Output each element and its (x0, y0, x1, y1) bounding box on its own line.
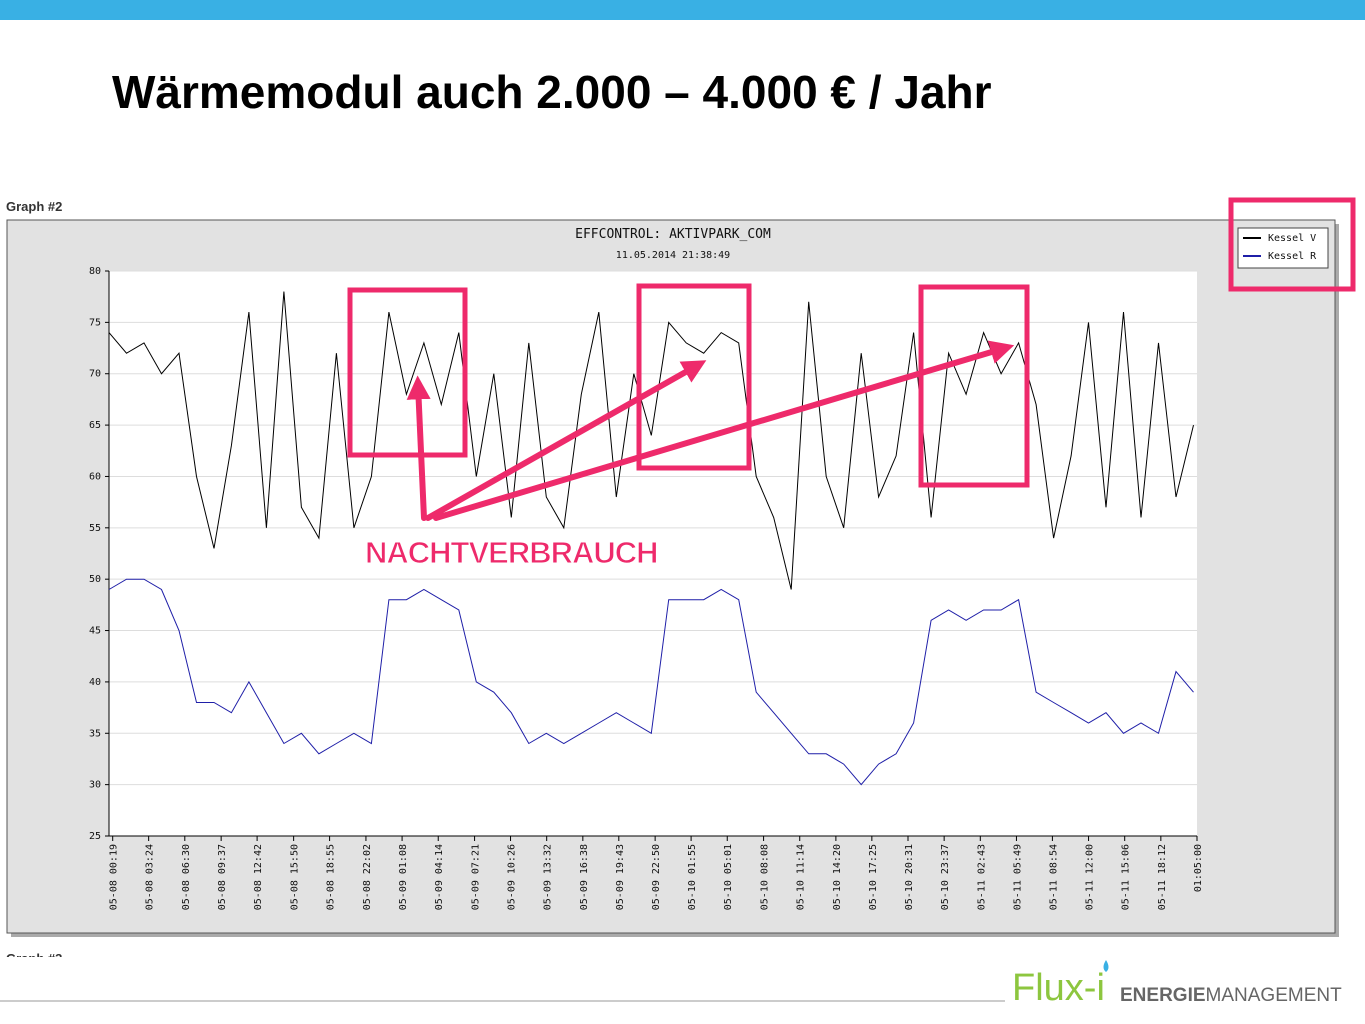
x-tick-label: 05-08 12:42 (253, 844, 264, 910)
x-tick-label: 05-11 15:06 (1121, 844, 1132, 910)
x-tick-label: 05-10 08:08 (760, 844, 771, 910)
top-bar (0, 0, 1365, 20)
slide-title: Wärmemodul auch 2.000 – 4.000 € / Jahr (112, 66, 992, 118)
logo-brand: Flux-i (1012, 967, 1105, 1009)
chart-subtitle: 11.05.2014 21:38:49 (616, 250, 730, 261)
legend-label: Kessel V (1268, 233, 1316, 244)
arrows (406, 340, 1015, 521)
annotation: NACHTVERBRAUCH (365, 535, 658, 570)
logo-word: MANAGEMENT (1206, 985, 1343, 1006)
x-tick-label: 05-09 22:50 (651, 844, 662, 910)
y-tick-label: 55 (89, 523, 101, 534)
y-tick-label: 35 (89, 728, 101, 739)
logo-word: ENERGIE (1120, 985, 1206, 1006)
y-tick-label: 70 (89, 369, 101, 380)
x-tick-label: 05-11 08:54 (1048, 844, 1059, 910)
x-tick-label: 05-09 10:26 (507, 844, 518, 910)
arrow (433, 340, 1015, 521)
y-tick-label: 40 (89, 677, 101, 688)
x-tick-label: 05-10 14:20 (832, 844, 843, 910)
y-tick-label: 75 (89, 317, 101, 328)
x-tick-label: 05-09 07:21 (471, 844, 482, 910)
x-tick-label: 01:05:00 (1193, 844, 1204, 892)
legend-items: Kessel V Kessel R (1243, 233, 1317, 262)
y-tick-label: 50 (89, 574, 101, 585)
y-tick-label: 45 (89, 626, 101, 637)
logo-text: ENERGIEMANAGEMENT (1120, 985, 1342, 1006)
x-tick-label: 05-09 04:14 (434, 844, 445, 910)
logo-drop (1103, 960, 1109, 972)
x-tick-label: 05-10 20:31 (904, 844, 915, 910)
series-line (108, 578, 1194, 786)
y-tick-label: 30 (89, 780, 101, 791)
x-tick-label: 05-08 22:02 (362, 844, 373, 910)
highlight-box (1228, 197, 1356, 292)
graph-label: Graph #2 (6, 199, 62, 214)
x-tick-label: 05-09 19:43 (615, 844, 626, 910)
y-tick-label: 80 (89, 266, 101, 277)
x-tick-label: 05-11 02:43 (976, 844, 987, 910)
arrow (406, 375, 431, 521)
legend (1237, 227, 1329, 269)
clip (0, 957, 1000, 977)
highlight-box (636, 283, 752, 471)
x-tick-label: 05-10 11:14 (796, 844, 807, 910)
arrow (425, 360, 707, 521)
highlight-box (918, 284, 1030, 488)
x-tick-label: 05-10 23:37 (940, 844, 951, 910)
x-tick-label: 05-11 12:00 (1085, 844, 1096, 910)
y-tick-label: 65 (89, 420, 101, 431)
y-tick-label: 25 (89, 831, 101, 842)
x-tick-label: 05-08 00:19 (109, 844, 120, 910)
x-tick-label: 05-08 06:30 (181, 844, 192, 910)
legend-label: Kessel R (1268, 251, 1317, 262)
x-tick-label: 05-09 01:08 (398, 844, 409, 910)
x-tick-label: 05-08 09:37 (217, 844, 228, 910)
x-tick-label: 05-09 13:32 (543, 844, 554, 910)
x-tick-label: 05-09 16:38 (579, 844, 590, 910)
x-tick-label: 05-11 05:49 (1012, 844, 1023, 910)
x-tick-label: 05-08 18:55 (326, 844, 337, 910)
x-tick-label: 05-10 17:25 (868, 844, 879, 910)
x-tick-label: 05-08 15:50 (290, 844, 301, 910)
x-tick-label: 05-11 18:12 (1157, 844, 1168, 910)
chart-title: EFFCONTROL: AKTIVPARK_COM (575, 227, 771, 242)
highlight-box (347, 287, 468, 458)
y-tick-label: 60 (89, 471, 101, 482)
x-tick-label: 05-08 03:24 (145, 844, 156, 910)
x-tick-label: 05-10 01:55 (687, 844, 698, 910)
x-tick-label: 05-10 05:01 (723, 844, 734, 910)
